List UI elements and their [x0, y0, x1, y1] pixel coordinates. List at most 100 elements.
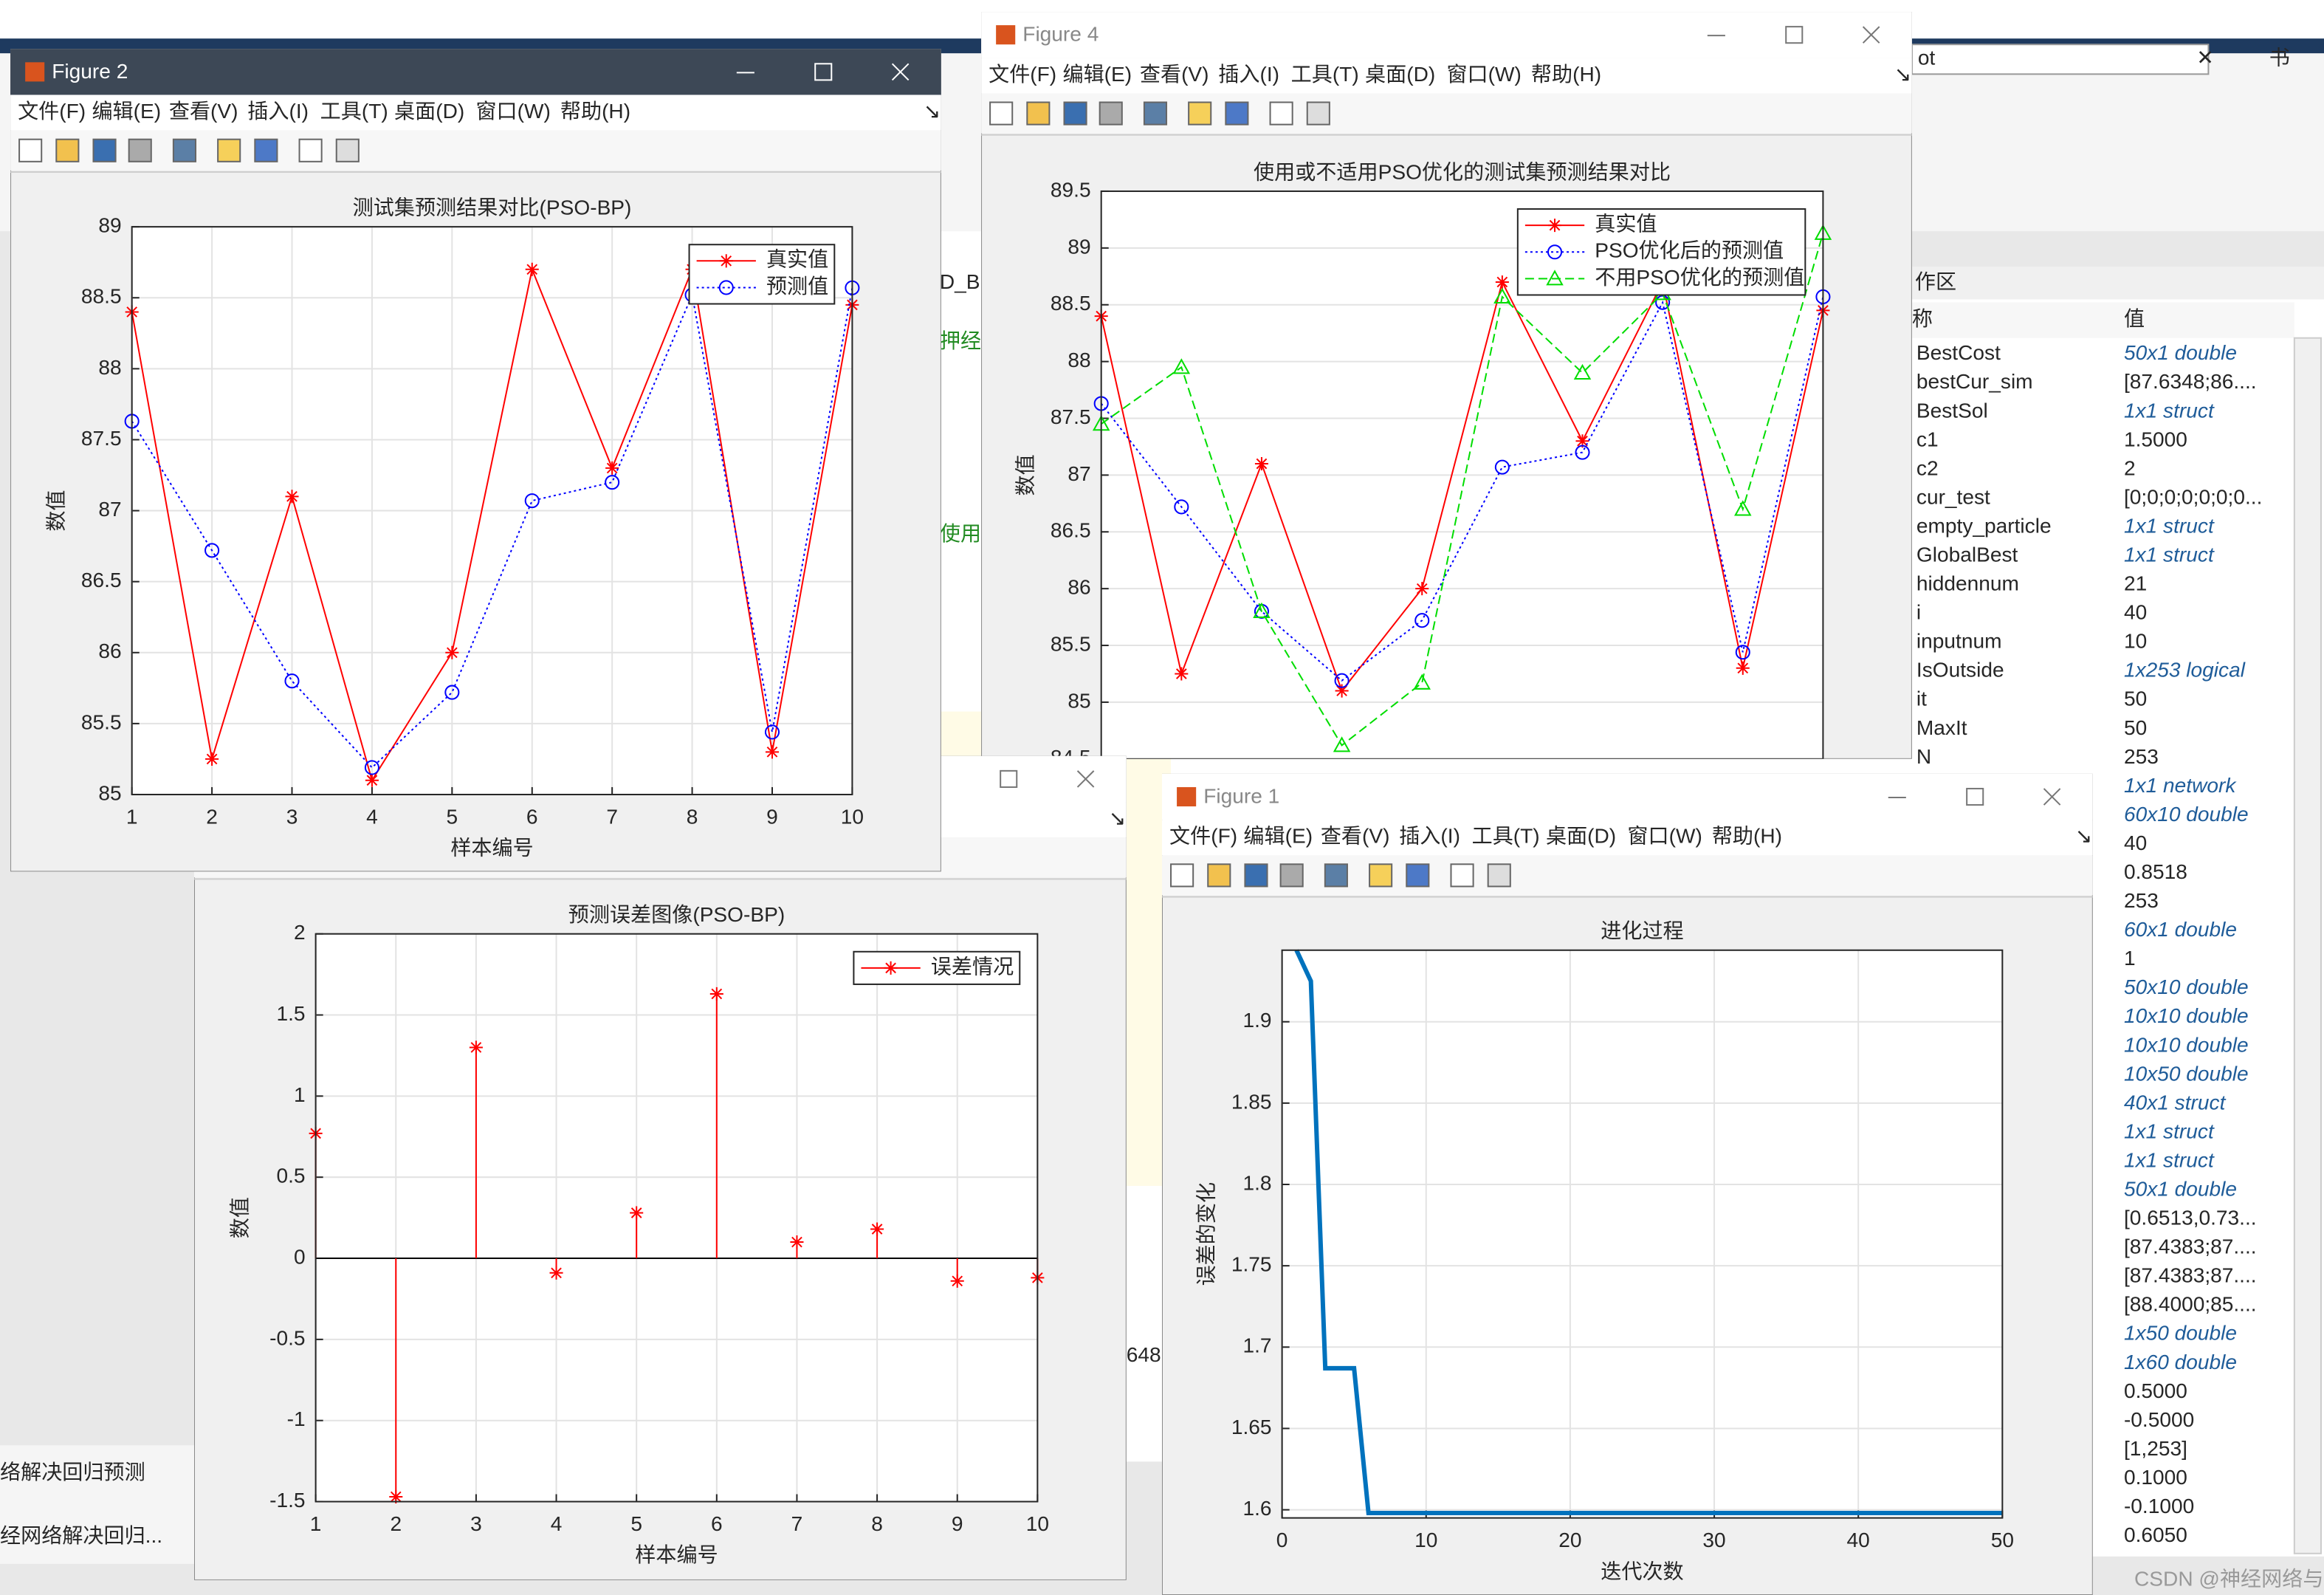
menu-item[interactable]: 工具(T)	[1472, 825, 1540, 848]
toolbar-button[interactable]	[1406, 863, 1430, 888]
var-value[interactable]: 1x1 struct	[2124, 399, 2215, 422]
col-header[interactable]: 称	[1912, 307, 1933, 330]
toolbar-button[interactable]	[335, 138, 360, 162]
toolbar-button[interactable]	[1487, 863, 1511, 888]
var-value[interactable]: [0.6513,0.73...	[2124, 1207, 2257, 1229]
col-header[interactable]: 值	[2124, 307, 2145, 330]
var-value[interactable]: -0.1000	[2124, 1495, 2194, 1517]
file-item[interactable]: 经网络解决回归...	[0, 1524, 162, 1547]
menu-item[interactable]: 窗口(W)	[475, 100, 550, 123]
toolbar-button[interactable]	[217, 138, 241, 162]
var-value[interactable]: 1x1 struct	[2124, 1148, 2215, 1171]
var-value[interactable]: 10x10 double	[2124, 1004, 2249, 1027]
var-name[interactable]: hiddennum	[1916, 572, 2019, 595]
var-value[interactable]: [87.6348;86....	[2124, 370, 2257, 393]
var-name[interactable]: c1	[1916, 428, 1939, 450]
menu-item[interactable]: 编辑(E)	[1062, 63, 1132, 86]
toolbar-button[interactable]	[1306, 101, 1330, 126]
toolbar-button[interactable]	[254, 138, 278, 162]
menu-item[interactable]: 帮助(H)	[560, 100, 630, 123]
toolbar-button[interactable]	[172, 138, 197, 162]
menu-item[interactable]: 编辑(E)	[1243, 825, 1313, 848]
var-value[interactable]: 1x1 struct	[2124, 1119, 2215, 1142]
var-value[interactable]: 10x50 double	[2124, 1062, 2249, 1085]
var-value[interactable]: 50x1 double	[2124, 341, 2237, 364]
toolbar-button[interactable]	[1244, 863, 1268, 888]
var-name[interactable]: IsOutside	[1916, 659, 2004, 682]
close-button[interactable]	[1076, 770, 1095, 788]
var-value[interactable]: -0.5000	[2124, 1408, 2194, 1431]
menu-item[interactable]: 查看(V)	[1140, 63, 1209, 86]
var-value[interactable]: [87.4383;87....	[2124, 1235, 2257, 1258]
var-value[interactable]: 50x10 double	[2124, 975, 2249, 998]
var-value[interactable]: 60x1 double	[2124, 918, 2237, 941]
menu-item[interactable]: 文件(F)	[989, 63, 1056, 86]
var-value[interactable]: 10	[2124, 630, 2147, 653]
var-value[interactable]: 40	[2124, 831, 2147, 854]
menu-item[interactable]: 查看(V)	[1321, 825, 1390, 848]
var-name[interactable]: it	[1916, 687, 1927, 710]
var-value[interactable]: 1x1 struct	[2124, 543, 2215, 566]
var-value[interactable]: 1	[2124, 947, 2136, 970]
var-value[interactable]: 21	[2124, 572, 2147, 595]
toolbar-button[interactable]	[92, 138, 117, 162]
var-name[interactable]: i	[1916, 601, 1921, 624]
var-value[interactable]: [1,253]	[2124, 1437, 2187, 1460]
menu-item[interactable]: 桌面(D)	[1546, 825, 1616, 848]
toolbar-button[interactable]	[1269, 101, 1293, 126]
var-name[interactable]: empty_particle	[1916, 514, 2052, 537]
menu-item[interactable]: 窗口(W)	[1627, 825, 1702, 848]
menu-item[interactable]: 插入(I)	[1218, 63, 1279, 86]
menu-item[interactable]: 插入(I)	[247, 100, 309, 123]
var-value[interactable]: 40x1 struct	[2124, 1091, 2227, 1114]
var-value[interactable]: 0.6050	[2124, 1523, 2187, 1546]
var-value[interactable]: [88.4000;85....	[2124, 1293, 2257, 1316]
maximize-button[interactable]	[1000, 769, 1018, 788]
toolbar-button[interactable]	[1225, 101, 1249, 126]
var-name[interactable]: c2	[1916, 456, 1939, 479]
menu-item[interactable]: 文件(F)	[18, 100, 86, 123]
var-value[interactable]: [87.4383;87....	[2124, 1264, 2257, 1287]
var-value[interactable]: 253	[2124, 889, 2159, 912]
dock-arrow[interactable]: ↘	[2075, 825, 2093, 848]
var-value[interactable]: 1x1 struct	[2124, 514, 2215, 537]
var-value[interactable]: 1x60 double	[2124, 1351, 2237, 1373]
search-box[interactable]	[1911, 44, 2210, 75]
menu-item[interactable]: 桌面(D)	[1365, 63, 1435, 86]
toolbar-button[interactable]	[1170, 863, 1194, 888]
var-name[interactable]: N	[1916, 745, 1931, 768]
menu-item[interactable]: 查看(V)	[169, 100, 238, 123]
var-value[interactable]: 60x10 double	[2124, 803, 2249, 826]
toolbar-button[interactable]	[1369, 863, 1393, 888]
var-value[interactable]: [0;0;0;0;0;0;0...	[2124, 485, 2262, 508]
maximize-button[interactable]	[1785, 26, 1804, 44]
var-name[interactable]: inputnum	[1916, 630, 2002, 653]
var-value[interactable]: 50x1 double	[2124, 1177, 2237, 1200]
close-button[interactable]	[1862, 26, 1880, 44]
menu-item[interactable]: 帮助(H)	[1531, 63, 1601, 86]
search-clear[interactable]: ✕	[2196, 47, 2214, 69]
toolbar-button[interactable]	[1324, 863, 1348, 888]
var-value[interactable]: 1x1 network	[2124, 774, 2237, 797]
toolbar-button[interactable]	[298, 138, 323, 162]
toolbar-button[interactable]	[18, 138, 43, 162]
toolbar-button[interactable]	[55, 138, 80, 162]
toolbar-button[interactable]	[1099, 101, 1123, 126]
var-value[interactable]: 1x253 logical	[2124, 659, 2246, 682]
var-name[interactable]: BestSol	[1916, 399, 1988, 422]
menu-item[interactable]: 编辑(E)	[92, 100, 161, 123]
toolbar-button[interactable]	[1207, 863, 1231, 888]
menu-item[interactable]: 工具(T)	[320, 100, 388, 123]
menu-item[interactable]: 桌面(D)	[394, 100, 464, 123]
var-value[interactable]: 1.5000	[2124, 428, 2187, 450]
var-value[interactable]: 253	[2124, 745, 2159, 768]
toolbar-button[interactable]	[128, 138, 152, 162]
toolbar-button[interactable]	[989, 101, 1014, 126]
menu-item[interactable]: 文件(F)	[1169, 825, 1237, 848]
var-value[interactable]: 1x50 double	[2124, 1322, 2237, 1345]
var-value[interactable]: 50	[2124, 687, 2147, 710]
var-name[interactable]: GlobalBest	[1916, 543, 2018, 566]
var-name[interactable]: bestCur_sim	[1916, 370, 2033, 393]
toolbar-button[interactable]	[1450, 863, 1474, 888]
var-value[interactable]: 40	[2124, 601, 2147, 624]
